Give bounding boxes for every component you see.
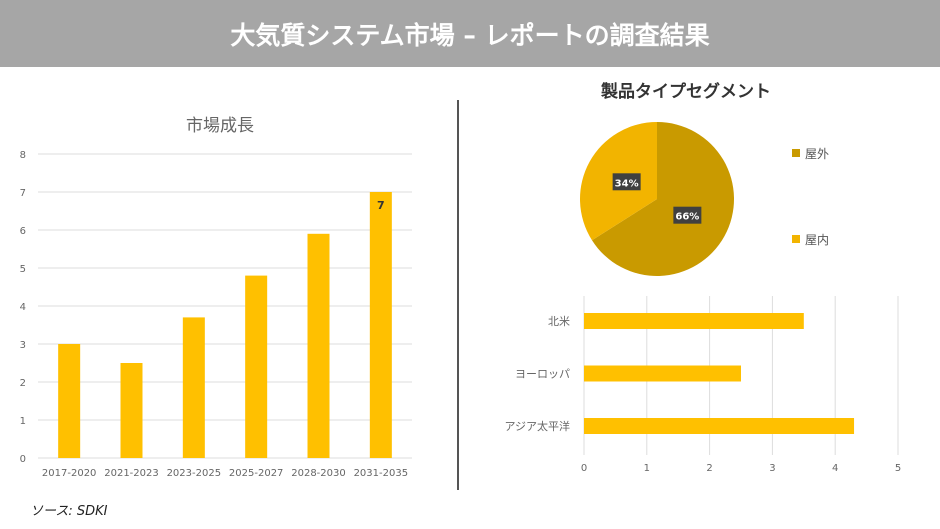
page-title: 大気質システム市場 – レポートの調査結果 [230, 20, 710, 50]
hbar [584, 365, 741, 382]
divider [457, 100, 459, 490]
y-category-label: 北米 [548, 315, 570, 328]
x-tick-label: 2021-2023 [104, 468, 159, 479]
x-tick-label: 4 [832, 463, 838, 474]
x-tick-label: 5 [895, 463, 901, 474]
pie-label-box [673, 206, 702, 224]
pie-data-label: 34% [615, 178, 639, 189]
bar [182, 317, 205, 458]
x-tick-label: 3 [769, 463, 775, 474]
bar [120, 363, 143, 458]
x-tick-label: 2 [706, 463, 712, 474]
y-tick-label: 5 [20, 264, 26, 275]
bar [58, 344, 81, 458]
hbar [584, 418, 855, 434]
bar-chart-title: 市場成長 [186, 116, 254, 136]
pie-slice [591, 122, 734, 276]
y-tick-label: 8 [20, 150, 26, 161]
pie-label-box [612, 173, 641, 191]
bar [307, 233, 330, 458]
x-tick-label: 2025-2027 [229, 468, 284, 479]
data-label: 7 [377, 199, 385, 212]
source-note: ソース: SDKI [30, 504, 108, 519]
legend-label: 屋外 [805, 147, 829, 161]
y-category-label: アジア太平洋 [504, 419, 570, 433]
y-tick-label: 6 [20, 226, 26, 237]
pie-chart-title: 製品タイプセグメント [600, 81, 771, 102]
pie-data-label: 66% [675, 212, 699, 223]
page-header: 大気質システム市場 – レポートの調査結果 [0, 0, 940, 67]
y-tick-label: 3 [20, 340, 26, 351]
legend-swatch [792, 149, 800, 157]
y-tick-label: 0 [20, 454, 26, 465]
x-tick-label: 2023-2025 [167, 468, 222, 479]
x-tick-label: 2017-2020 [42, 468, 97, 479]
bar [369, 192, 392, 458]
y-tick-label: 1 [20, 416, 26, 427]
legend-label: 屋内 [805, 233, 829, 247]
y-tick-label: 7 [20, 188, 26, 199]
bar [245, 275, 268, 458]
y-category-label: ヨーロッパ [515, 368, 570, 381]
y-tick-label: 4 [20, 302, 26, 313]
x-tick-label: 2031-2035 [354, 468, 409, 479]
y-tick-label: 2 [20, 378, 26, 389]
x-tick-label: 2028-2030 [291, 468, 346, 479]
x-tick-label: 0 [581, 463, 587, 474]
legend-swatch [792, 235, 800, 243]
hbar [584, 313, 804, 329]
x-tick-label: 1 [644, 463, 650, 474]
